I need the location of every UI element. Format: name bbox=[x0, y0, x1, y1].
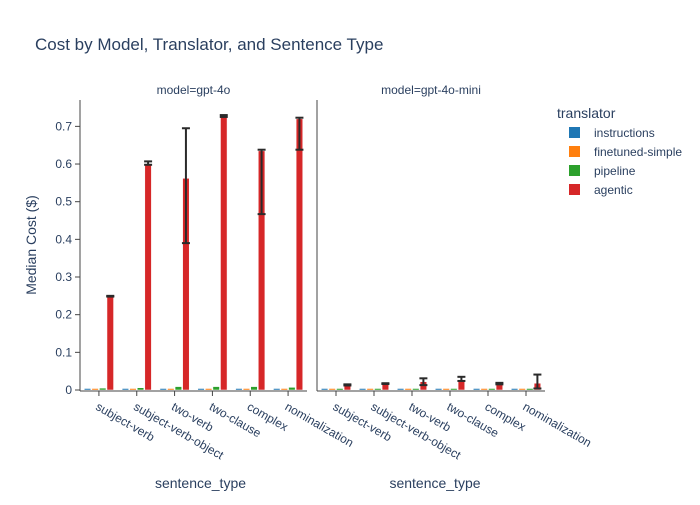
legend-swatch-agentic bbox=[569, 184, 580, 195]
y-tick-label: 0.6 bbox=[55, 157, 72, 171]
y-tick-label: 0.1 bbox=[55, 345, 72, 359]
bar-pipeline-nominalization bbox=[526, 388, 534, 391]
panel-2: model=gpt-4o-minisubject-verbsubject-ver… bbox=[316, 83, 594, 491]
y-tick-label: 0 bbox=[65, 383, 72, 397]
y-tick-label: 0.4 bbox=[55, 232, 72, 246]
error-bar-agentic-subject-verb bbox=[343, 383, 352, 387]
bar-instructions-nominalization bbox=[511, 388, 519, 391]
legend-label-instructions: instructions bbox=[594, 126, 655, 140]
panel-label-1: model=gpt-4o bbox=[157, 83, 231, 97]
bar-agentic-subject-verb-object bbox=[144, 163, 152, 391]
bar-pipeline-subject-verb bbox=[99, 387, 107, 391]
bar-pipeline-two-clause bbox=[450, 388, 458, 391]
error-bar-agentic-two-clause bbox=[219, 114, 228, 118]
legend-title: translator bbox=[557, 105, 616, 121]
x-tick-label-nominalization: nominalization bbox=[521, 399, 594, 449]
legend-item-agentic: agentic bbox=[569, 183, 633, 197]
bar-finetuned-simple-nominalization bbox=[518, 388, 526, 391]
legend: translator instructions finetuned-simple p… bbox=[557, 105, 682, 197]
bar-agentic-nominalization bbox=[295, 118, 303, 391]
error-bar-agentic-subject-verb bbox=[106, 294, 115, 298]
legend-label-pipeline: pipeline bbox=[594, 164, 636, 178]
bar-pipeline-subject-verb-object bbox=[374, 388, 382, 391]
bar-instructions-two-verb bbox=[397, 388, 405, 391]
legend-swatch-pipeline bbox=[569, 165, 580, 176]
bar-finetuned-simple-two-verb bbox=[404, 388, 412, 391]
bar-pipeline-complex bbox=[250, 386, 258, 391]
legend-label-finetuned-simple: finetuned-simple bbox=[594, 145, 682, 159]
bar-instructions-two-clause bbox=[435, 388, 443, 391]
bar-agentic-two-clause bbox=[220, 115, 228, 391]
bar-instructions-two-verb bbox=[159, 388, 167, 391]
error-bar-agentic-nominalization bbox=[533, 373, 542, 390]
error-bar-agentic-subject-verb-object bbox=[381, 382, 390, 385]
bar-agentic-subject-verb bbox=[106, 295, 114, 391]
bar-finetuned-simple-subject-verb bbox=[91, 388, 99, 391]
bar-instructions-nominalization bbox=[273, 388, 281, 391]
bar-pipeline-subject-verb bbox=[336, 388, 344, 391]
x-axis-title-1: sentence_type bbox=[155, 475, 246, 491]
bar-pipeline-complex bbox=[488, 388, 496, 391]
y-tick-label: 0.3 bbox=[55, 270, 72, 284]
error-bar-agentic-two-verb bbox=[181, 127, 190, 245]
error-bar-agentic-two-clause bbox=[457, 375, 466, 382]
legend-swatch-finetuned-simple bbox=[569, 146, 580, 157]
y-tick-label: 0.2 bbox=[55, 308, 72, 322]
bar-pipeline-two-verb bbox=[174, 386, 182, 391]
bar-pipeline-nominalization bbox=[288, 387, 296, 391]
panel-layer: model=gpt-4o00.10.20.30.40.50.60.7subjec… bbox=[55, 83, 594, 491]
panel-label-2: model=gpt-4o-mini bbox=[381, 83, 481, 97]
y-tick-label: 0.5 bbox=[55, 195, 72, 209]
bar-finetuned-simple-nominalization bbox=[280, 388, 288, 391]
bar-instructions-two-clause bbox=[197, 388, 205, 391]
bar-finetuned-simple-two-clause bbox=[442, 388, 450, 391]
bar-instructions-subject-verb-object bbox=[121, 388, 129, 391]
chart-title: Cost by Model, Translator, and Sentence … bbox=[35, 35, 383, 54]
legend-swatch-instructions bbox=[569, 127, 580, 138]
y-tick-label: 0.7 bbox=[55, 119, 72, 133]
legend-items: instructions finetuned-simple pipeline agen… bbox=[569, 126, 682, 197]
panel-1: model=gpt-4o00.10.20.30.40.50.60.7subjec… bbox=[55, 83, 356, 491]
bar-instructions-subject-verb bbox=[321, 388, 329, 391]
bar-finetuned-simple-subject-verb bbox=[328, 388, 336, 391]
bar-instructions-subject-verb bbox=[84, 388, 92, 391]
error-bar-agentic-subject-verb-object bbox=[144, 160, 153, 166]
legend-item-finetuned-simple: finetuned-simple bbox=[569, 145, 682, 159]
bar-instructions-subject-verb-object bbox=[359, 388, 367, 391]
bar-pipeline-subject-verb-object bbox=[137, 387, 145, 391]
bar-pipeline-two-clause bbox=[212, 386, 220, 391]
bar-instructions-complex bbox=[235, 388, 243, 391]
bar-finetuned-simple-complex bbox=[480, 388, 488, 391]
bar-finetuned-simple-two-verb bbox=[167, 388, 175, 391]
legend-item-instructions: instructions bbox=[569, 126, 655, 140]
bar-finetuned-simple-two-clause bbox=[205, 388, 213, 391]
x-axis-title-2: sentence_type bbox=[389, 475, 480, 491]
error-bar-agentic-complex bbox=[257, 148, 266, 216]
bar-finetuned-simple-complex bbox=[242, 388, 251, 391]
error-bar-agentic-nominalization bbox=[295, 116, 304, 151]
error-bar-agentic-complex bbox=[495, 381, 504, 386]
error-bar-agentic-two-verb bbox=[419, 377, 428, 387]
bar-finetuned-simple-subject-verb-object bbox=[366, 388, 374, 391]
bar-finetuned-simple-subject-verb-object bbox=[129, 388, 137, 391]
bar-instructions-complex bbox=[473, 388, 481, 391]
y-axis-title: Median Cost ($) bbox=[23, 195, 39, 295]
legend-item-pipeline: pipeline bbox=[569, 164, 636, 178]
bar-pipeline-two-verb bbox=[412, 388, 420, 391]
legend-label-agentic: agentic bbox=[594, 183, 633, 197]
